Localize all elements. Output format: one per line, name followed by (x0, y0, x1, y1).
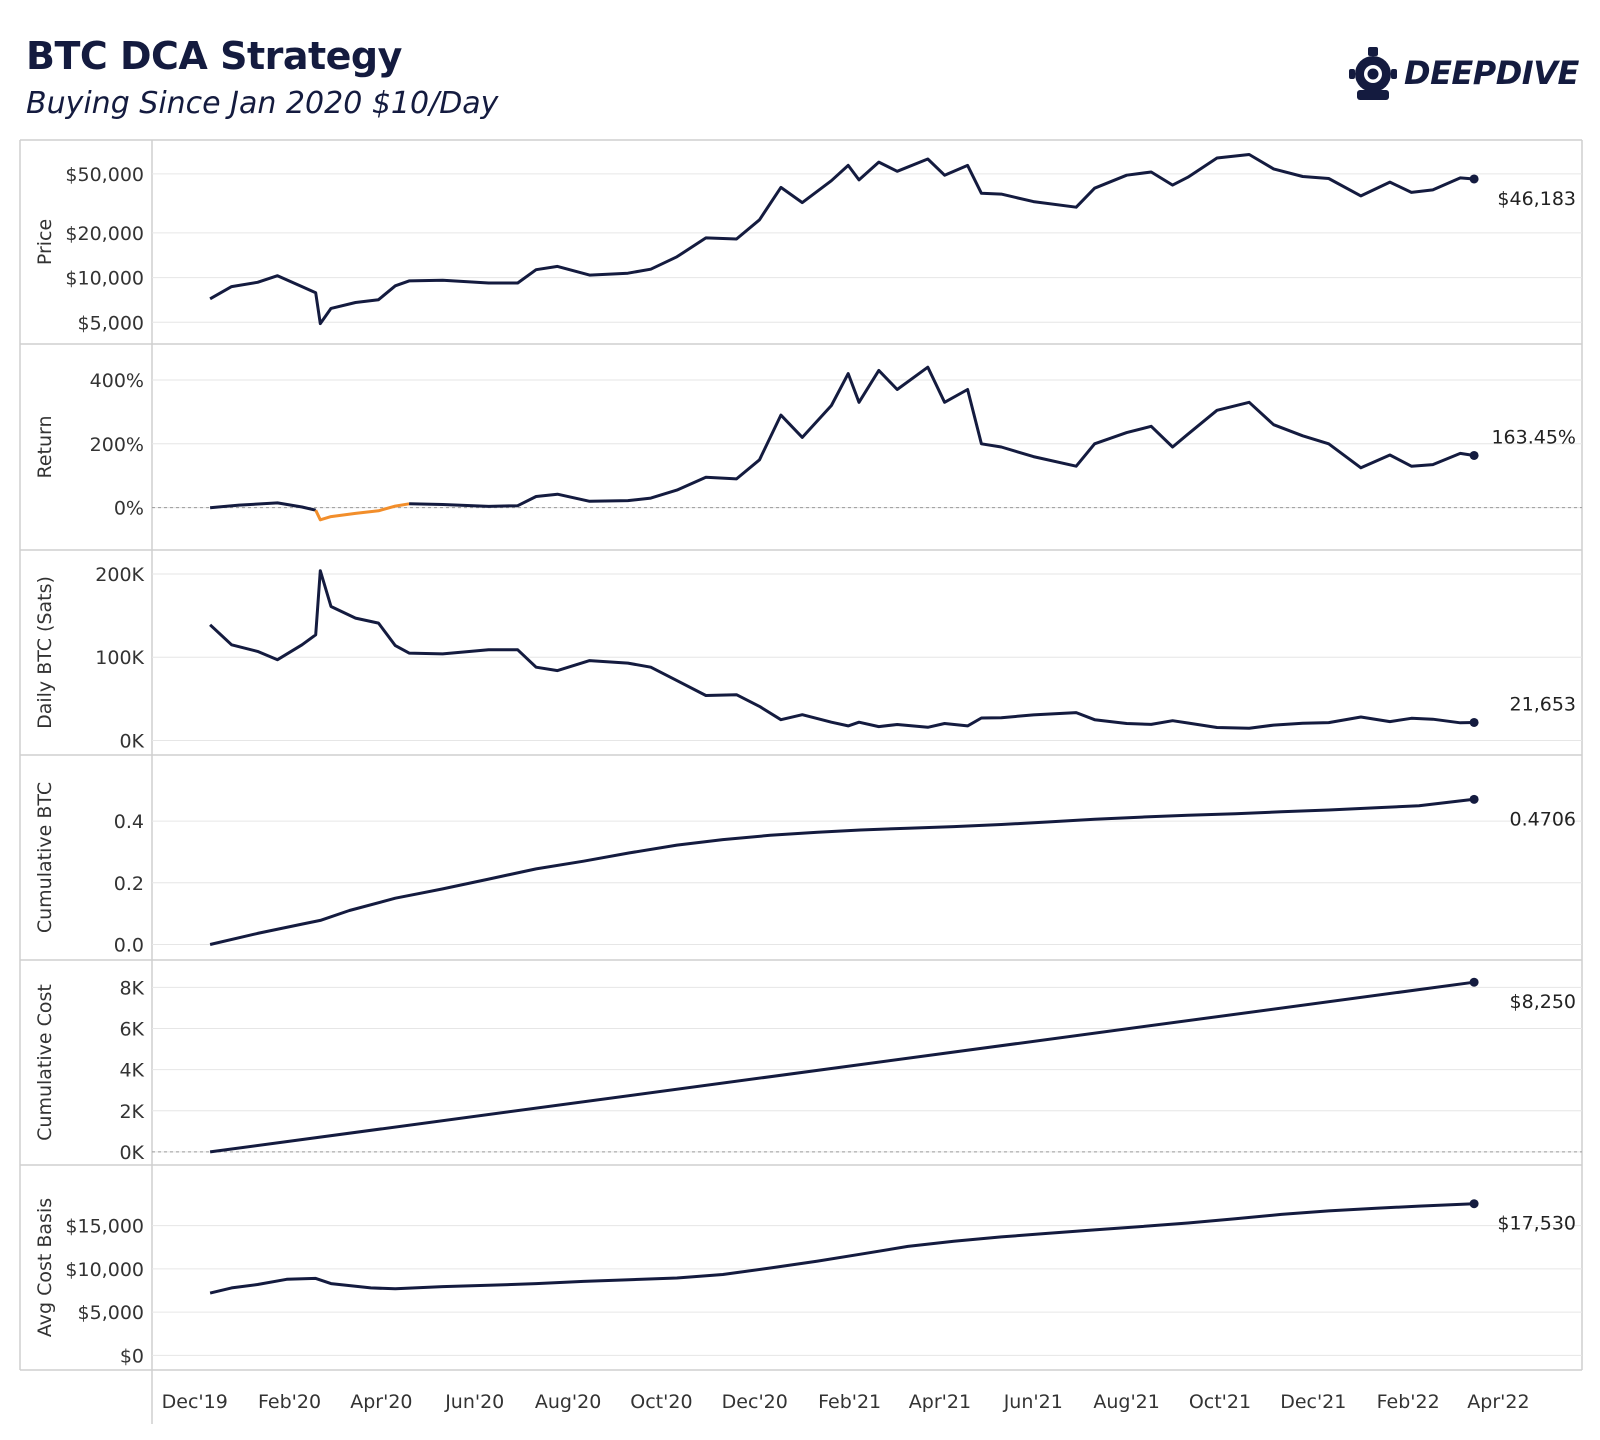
y-tick-label: 4K (119, 1060, 144, 1082)
y-tick-label: $0 (120, 1345, 144, 1367)
y-tick-label: $10,000 (65, 268, 144, 290)
series-line-avgcost (209, 1202, 1475, 1295)
y-tick-label: 0K (119, 731, 144, 753)
panel-avgcost: $0 $5,000 $10,000 $15,000 Avg Cost Basis $17,… (20, 1198, 1582, 1371)
y-tick-label: 8K (119, 977, 144, 999)
y-tick-label: 2K (119, 1101, 144, 1123)
series-line-cumcost (209, 980, 1475, 1154)
y-tick-label: $50,000 (65, 164, 144, 186)
chart-panels: $5,000 $10,000 $20,000 $50,000 Price $46,183 0… (20, 153, 1582, 1371)
panel-daily: 0K 100K 200K Daily BTC (Sats) 21,653 (20, 564, 1582, 756)
y-tick-label: $15,000 (65, 1216, 144, 1238)
x-tick-label: Jun'21 (1003, 1391, 1063, 1413)
end-point (1469, 174, 1479, 184)
y-tick-label: 0.4 (114, 811, 144, 833)
end-value-label: 0.4706 (1510, 808, 1576, 830)
series-line-return (409, 365, 1475, 508)
end-point (1469, 717, 1479, 727)
y-tick-label: 100K (95, 647, 144, 669)
y-axis-title: Cumulative BTC (34, 782, 56, 933)
end-value-label: $17,530 (1497, 1213, 1576, 1235)
y-tick-label: $5,000 (78, 1302, 144, 1324)
x-tick-label: Apr'21 (909, 1391, 971, 1413)
page-title: BTC DCA Strategy (26, 34, 402, 78)
y-tick-label: 400% (90, 370, 144, 392)
panel-return: 0% 200% 400% Return 163.45% (20, 365, 1582, 551)
y-tick-label: $5,000 (78, 312, 144, 334)
y-tick-label: $20,000 (65, 223, 144, 245)
series-line-daily (209, 569, 1475, 730)
y-tick-label: 200% (90, 434, 144, 456)
chart-frame (19, 139, 1583, 1424)
y-tick-label: 6K (119, 1019, 144, 1041)
panel-cumbtc: 0.0 0.2 0.4 Cumulative BTC 0.4706 (20, 782, 1582, 961)
end-value-label: 21,653 (1510, 693, 1576, 715)
end-point (1469, 977, 1479, 987)
page-subtitle: Buying Since Jan 2020 $10/Day (26, 86, 499, 121)
end-point (1469, 1199, 1479, 1209)
end-point (1469, 794, 1479, 804)
x-tick-label: Dec'21 (1280, 1391, 1346, 1413)
y-tick-label: $10,000 (65, 1259, 144, 1281)
end-value-label: 163.45% (1491, 426, 1576, 448)
series-line-price (209, 153, 1475, 326)
x-tick-label: Feb'22 (1377, 1391, 1440, 1413)
y-axis-title: Avg Cost Basis (34, 1198, 56, 1337)
x-tick-label: Apr'20 (350, 1391, 412, 1413)
x-tick-label: Feb'20 (258, 1391, 321, 1413)
y-tick-label: 0.0 (114, 934, 144, 956)
series-line-return (209, 501, 317, 512)
end-value-label: $8,250 (1510, 991, 1576, 1013)
panel-cumcost: 0K 2K 4K 6K 8K Cumulative Cost $8,250 (20, 977, 1582, 1166)
y-axis-title: Return (34, 415, 56, 478)
y-tick-label: 0% (114, 498, 144, 520)
y-axis-title: Cumulative Cost (34, 984, 56, 1141)
x-tick-label: Aug'21 (1093, 1391, 1160, 1413)
series-line-cumbtc (209, 797, 1475, 946)
x-tick-label: Jun'20 (444, 1391, 504, 1413)
x-axis: Dec'19 Feb'20 Apr'20 Jun'20 Aug'20 Oct'20 Dec'… (162, 1391, 1530, 1413)
diving-helmet-icon (1349, 47, 1397, 100)
logo-text: DEEPDIVE (1404, 54, 1579, 92)
series-line-return-negative (314, 502, 410, 522)
end-value-label: $46,183 (1497, 188, 1576, 210)
x-tick-label: Feb'21 (818, 1391, 881, 1413)
y-tick-label: 0K (119, 1142, 144, 1164)
x-tick-label: Oct'20 (630, 1391, 692, 1413)
panel-price: $5,000 $10,000 $20,000 $50,000 Price $46,183 (20, 153, 1582, 345)
x-tick-label: Dec'20 (722, 1391, 788, 1413)
x-tick-label: Oct'21 (1189, 1391, 1251, 1413)
end-point (1469, 450, 1479, 460)
x-tick-label: Dec'19 (162, 1391, 228, 1413)
y-axis-title: Daily BTC (Sats) (34, 576, 56, 729)
y-tick-label: 200K (95, 564, 144, 586)
y-tick-label: 0.2 (114, 873, 144, 895)
x-tick-label: Apr'22 (1467, 1391, 1529, 1413)
y-axis-title: Price (34, 219, 56, 265)
x-tick-label: Aug'20 (535, 1391, 602, 1413)
